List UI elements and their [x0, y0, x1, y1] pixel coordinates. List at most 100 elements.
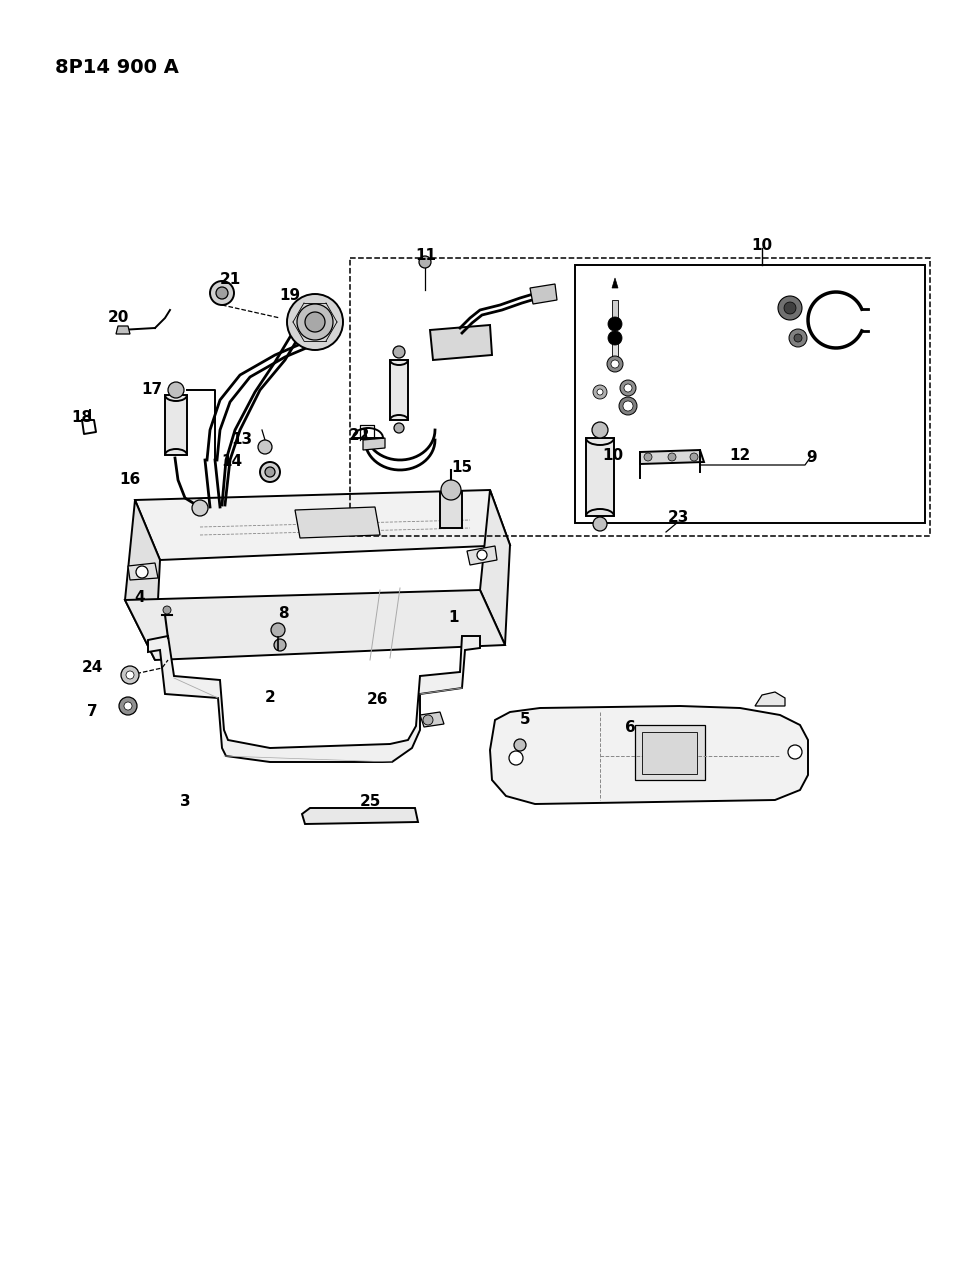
- Text: 10: 10: [603, 449, 624, 464]
- Polygon shape: [125, 590, 505, 660]
- Text: 2: 2: [264, 691, 275, 705]
- Circle shape: [260, 462, 280, 482]
- Circle shape: [441, 479, 461, 500]
- Circle shape: [210, 280, 234, 305]
- Bar: [586, 439, 614, 516]
- Circle shape: [305, 312, 325, 332]
- Text: 13: 13: [231, 432, 253, 448]
- Circle shape: [514, 740, 526, 751]
- Circle shape: [620, 380, 636, 397]
- Polygon shape: [148, 636, 480, 762]
- Text: 26: 26: [368, 692, 389, 708]
- Circle shape: [593, 516, 607, 530]
- Text: 1: 1: [448, 611, 459, 626]
- Text: 14: 14: [221, 454, 243, 469]
- Bar: [612, 338, 618, 358]
- Circle shape: [623, 402, 633, 411]
- Circle shape: [778, 296, 802, 320]
- Text: 10: 10: [752, 237, 772, 252]
- Circle shape: [163, 606, 171, 615]
- Circle shape: [136, 566, 148, 578]
- Bar: [350, 258, 930, 536]
- Circle shape: [394, 423, 404, 434]
- Text: 20: 20: [107, 311, 129, 325]
- Circle shape: [592, 422, 608, 439]
- Text: 7: 7: [87, 705, 98, 719]
- Text: 8: 8: [278, 607, 289, 621]
- Bar: [612, 300, 618, 323]
- Circle shape: [419, 256, 431, 268]
- Circle shape: [611, 360, 619, 368]
- Bar: [390, 360, 408, 419]
- Circle shape: [216, 287, 228, 300]
- Text: 25: 25: [360, 794, 380, 810]
- Circle shape: [124, 703, 132, 710]
- Circle shape: [287, 295, 343, 351]
- Text: 12: 12: [729, 448, 751, 463]
- Circle shape: [509, 751, 523, 765]
- Circle shape: [423, 715, 433, 725]
- Circle shape: [608, 317, 622, 332]
- Text: 17: 17: [141, 382, 163, 398]
- Bar: [635, 725, 705, 780]
- Bar: [165, 395, 187, 455]
- Polygon shape: [420, 711, 444, 727]
- Text: 19: 19: [280, 287, 300, 302]
- Polygon shape: [612, 278, 618, 288]
- Text: 6: 6: [625, 720, 636, 736]
- Circle shape: [477, 550, 487, 560]
- Text: 15: 15: [451, 460, 473, 476]
- Circle shape: [393, 346, 405, 358]
- Circle shape: [624, 384, 632, 391]
- Bar: [440, 492, 462, 528]
- Text: 5: 5: [520, 713, 530, 728]
- Text: 3: 3: [179, 794, 190, 810]
- Polygon shape: [125, 500, 160, 660]
- Polygon shape: [302, 808, 418, 824]
- Text: 18: 18: [71, 411, 93, 426]
- Circle shape: [593, 385, 607, 399]
- Bar: [642, 732, 697, 774]
- Circle shape: [794, 334, 802, 342]
- Circle shape: [608, 332, 622, 346]
- Circle shape: [789, 329, 807, 347]
- Circle shape: [119, 697, 137, 715]
- Circle shape: [271, 623, 285, 638]
- Polygon shape: [467, 546, 497, 565]
- Circle shape: [784, 302, 796, 314]
- Circle shape: [265, 467, 275, 477]
- Circle shape: [258, 440, 272, 454]
- Text: 9: 9: [806, 450, 817, 465]
- Circle shape: [121, 666, 139, 683]
- Polygon shape: [128, 564, 158, 580]
- Text: 4: 4: [135, 590, 145, 606]
- Text: 11: 11: [415, 247, 437, 263]
- Text: 23: 23: [667, 510, 688, 525]
- Text: 8P14 900 A: 8P14 900 A: [55, 57, 178, 76]
- Polygon shape: [135, 490, 510, 560]
- Polygon shape: [116, 326, 130, 334]
- Text: 22: 22: [349, 427, 371, 442]
- Text: 21: 21: [219, 273, 241, 287]
- Circle shape: [644, 453, 652, 462]
- Bar: [575, 265, 925, 523]
- Polygon shape: [530, 284, 557, 303]
- Text: 16: 16: [119, 473, 140, 487]
- Circle shape: [597, 389, 603, 395]
- Text: 24: 24: [81, 660, 102, 676]
- Circle shape: [192, 500, 208, 516]
- Circle shape: [126, 671, 134, 680]
- Polygon shape: [490, 706, 808, 805]
- Circle shape: [297, 303, 333, 340]
- Circle shape: [274, 639, 286, 652]
- Polygon shape: [755, 692, 785, 706]
- Circle shape: [168, 382, 184, 398]
- Polygon shape: [430, 325, 492, 360]
- Polygon shape: [640, 450, 704, 464]
- Circle shape: [788, 745, 802, 759]
- Circle shape: [668, 453, 676, 462]
- Polygon shape: [295, 507, 380, 538]
- Circle shape: [619, 397, 637, 414]
- Polygon shape: [480, 490, 510, 645]
- Polygon shape: [363, 439, 385, 450]
